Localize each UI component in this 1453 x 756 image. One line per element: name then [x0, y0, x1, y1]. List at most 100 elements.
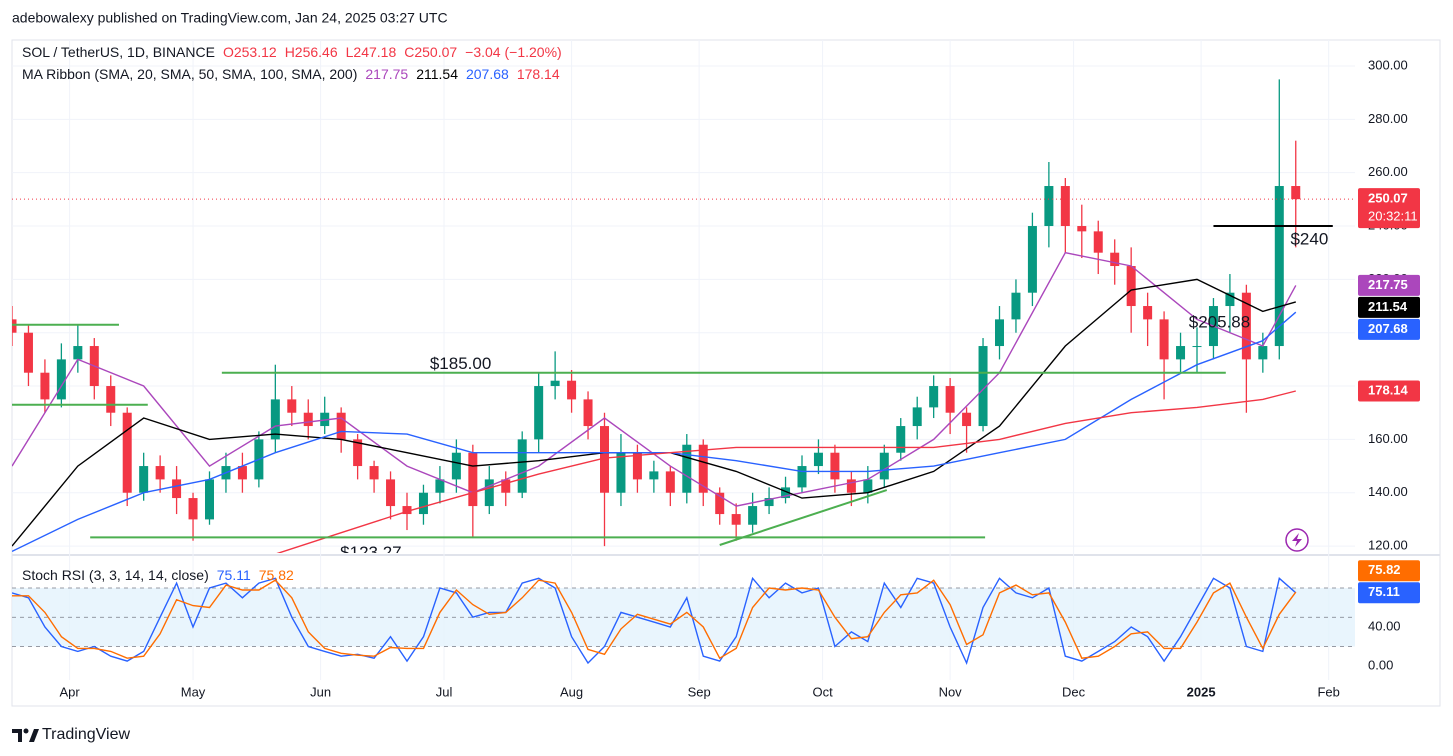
candle-body: [386, 479, 396, 507]
candle-body: [748, 506, 758, 525]
x-tick-label: Oct: [812, 684, 833, 699]
trendline: [719, 489, 888, 546]
axis-value-label: 75.11: [1368, 584, 1400, 599]
candle-body: [501, 479, 511, 493]
candle-body: [56, 359, 66, 400]
candle-body: [287, 399, 297, 413]
candle-body: [1192, 346, 1202, 348]
candle-body: [336, 412, 346, 440]
y-tick-label: 300.00: [1368, 57, 1408, 72]
level-label: $240: [1290, 230, 1328, 249]
candle-body: [632, 452, 642, 480]
band-fill: [12, 588, 1355, 647]
x-tick-label: Aug: [560, 684, 583, 699]
x-tick-label: May: [181, 684, 206, 699]
candle-body: [1176, 346, 1186, 360]
axis-value-label: 217.75: [1368, 277, 1408, 292]
candle-body: [600, 426, 609, 493]
candle-body: [435, 479, 445, 493]
candle-body: [517, 439, 527, 493]
countdown: 20:32:11: [1368, 209, 1418, 224]
price-pane: $185.00 $123.27 $240 $205.88: [12, 79, 1355, 562]
level-label: $123.27: [340, 543, 401, 562]
y-tick-label: 140.00: [1368, 484, 1408, 499]
stoch-line: [12, 576, 1297, 665]
legend: MA Ribbon (SMA, 20, SMA, 50, SMA, 100, S…: [22, 66, 560, 82]
candle-body: [1077, 226, 1087, 232]
axis-value-label: 211.54: [1368, 299, 1408, 314]
candle-body: [764, 498, 774, 507]
legend-item: SOL / TetherUS, 1D, BINANCE: [22, 44, 215, 60]
legend: SOL / TetherUS, 1D, BINANCE O253.12 H256.4…: [22, 44, 562, 60]
frame: [11, 39, 1441, 707]
candle-body: [912, 407, 922, 427]
candle-body: [830, 452, 840, 480]
y-tick-label: 120.00: [1368, 538, 1408, 553]
level-label: $185.00: [430, 354, 491, 373]
candle-body: [353, 439, 363, 467]
ma-line: [12, 278, 1296, 547]
legend-item: −3.04 (−1.20%): [465, 44, 562, 60]
candle-body: [139, 466, 149, 493]
legend: Stoch RSI (3, 3, 14, 14, close) 75.11 75.8…: [22, 567, 294, 583]
x-tick-label: Dec: [1062, 684, 1086, 699]
candle-body: [205, 479, 214, 520]
axis-value-box: [1358, 188, 1420, 229]
candle-body: [813, 452, 823, 467]
legend-item: MA Ribbon (SMA, 20, SMA, 50, SMA, 100, S…: [22, 66, 357, 82]
candle-body: [929, 386, 939, 408]
candle-body: [1093, 231, 1103, 253]
y-tick-label: 40.00: [1368, 618, 1401, 633]
ma-line: [12, 311, 1297, 553]
axes: 120.00140.00160.00180.00200.00220.00240.…: [59, 57, 1420, 699]
candle-body: [665, 471, 675, 493]
y-tick-label: 160.00: [1368, 431, 1408, 446]
candle-body: [1274, 186, 1284, 347]
candle-body: [962, 412, 972, 427]
candle-body: [731, 514, 741, 525]
legend-item: 178.14: [517, 66, 560, 82]
axis-value-label: 75.82: [1368, 562, 1401, 577]
header: adebowalexy published on TradingView.com…: [12, 10, 448, 26]
axis-value-label: 178.14: [1368, 382, 1409, 397]
legend-item: C250.07: [404, 44, 457, 60]
candle-body: [484, 479, 494, 507]
candle-body: [1027, 226, 1037, 293]
candle-body: [270, 399, 280, 440]
candle-body: [715, 492, 725, 515]
candle-body: [1241, 292, 1251, 360]
rsi-pane: [12, 576, 1355, 665]
footer-logo: [12, 728, 39, 742]
candle-body: [1060, 186, 1070, 227]
legend-item: L247.18: [346, 44, 397, 60]
candle-body: [550, 380, 560, 387]
candle-body: [1143, 306, 1153, 320]
axis-value-box: [1358, 274, 1420, 296]
alert-icon[interactable]: [1285, 528, 1309, 552]
candle-body: [583, 399, 593, 427]
axis-value-box: [1358, 582, 1420, 604]
candle-body: [237, 466, 247, 480]
axis-value-box: [1358, 318, 1420, 340]
legend-item: 207.68: [466, 66, 509, 82]
candle-body: [698, 444, 708, 493]
y-tick-label: 280.00: [1368, 111, 1408, 126]
candle-body: [863, 479, 873, 493]
axis-value-label: 250.07: [1368, 191, 1408, 206]
legend-item: O253.12: [223, 44, 277, 60]
candle-body: [23, 332, 33, 373]
candle-body: [303, 412, 313, 427]
grid: [12, 40, 1355, 680]
legend-item: 211.54: [416, 66, 458, 82]
candle-body: [945, 386, 955, 413]
candle-body: [649, 471, 659, 480]
candle-body: [122, 412, 132, 493]
candle-body: [879, 452, 889, 480]
axis-value-label: 207.68: [1368, 321, 1408, 336]
candle-body: [896, 426, 906, 453]
candle-body: [1258, 346, 1268, 360]
candle-body: [155, 466, 165, 480]
candle-body: [12, 319, 17, 333]
